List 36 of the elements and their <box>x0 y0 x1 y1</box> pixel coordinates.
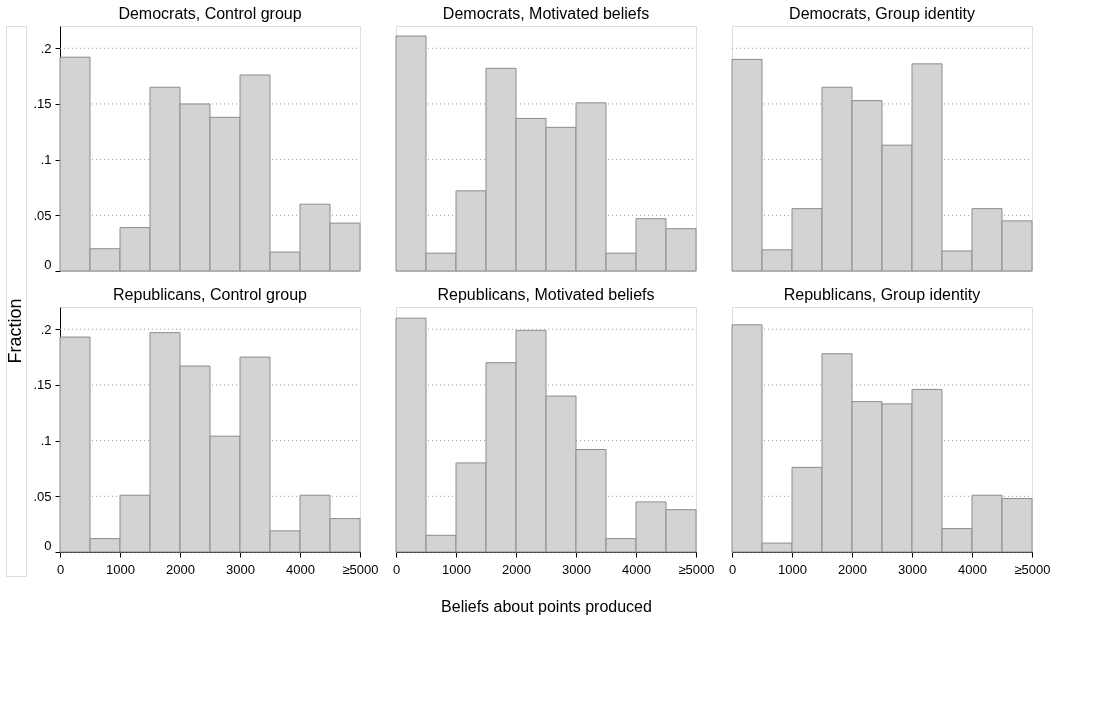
y-tick-label: 0 <box>44 256 52 272</box>
y-tick-label: .15 <box>33 377 52 393</box>
chart-title: Republicans, Group identity <box>783 286 981 303</box>
y-axis-title: Fraction <box>5 298 25 364</box>
chart-title: Republicans, Control group <box>113 286 308 303</box>
x-tick-label: 0 <box>392 561 401 577</box>
x-tick-label: 1000 <box>442 561 471 577</box>
x-tick-label: 4000 <box>622 561 651 577</box>
chart-title: Democrats, Control group <box>118 5 302 22</box>
x-tick-label: 4000 <box>958 561 987 577</box>
y-tick-label: .15 <box>33 96 52 112</box>
x-tick-label: 1000 <box>106 561 135 577</box>
x-tick-label: 2000 <box>166 561 195 577</box>
chart-title: Republicans, Motivated beliefs <box>437 286 655 303</box>
x-tick-label: 3000 <box>562 561 591 577</box>
y-tick-label: .2 <box>40 321 52 337</box>
x-tick-label: 3000 <box>226 561 255 577</box>
y-tick-label: .2 <box>40 40 52 56</box>
y-tick-label: 0 <box>44 537 52 553</box>
y-tick-label: .05 <box>33 207 52 223</box>
chart-title: Democrats, Group identity <box>789 5 975 22</box>
x-tick-label: 2000 <box>502 561 531 577</box>
x-tick-label: ≥5000 <box>678 561 715 577</box>
y-tick-label: .1 <box>40 433 52 449</box>
x-tick-label: ≥5000 <box>342 561 379 577</box>
chart-title: Democrats, Motivated beliefs <box>442 5 650 22</box>
x-tick-label: 0 <box>728 561 737 577</box>
x-axis-title: Beliefs about points produced <box>441 597 652 615</box>
x-tick-label: 4000 <box>286 561 315 577</box>
y-tick-label: .05 <box>33 488 52 504</box>
x-tick-label: 3000 <box>898 561 927 577</box>
y-tick-label: .1 <box>40 152 52 168</box>
x-tick-label: 1000 <box>778 561 807 577</box>
x-tick-label: 0 <box>56 561 65 577</box>
x-tick-label: 2000 <box>838 561 867 577</box>
x-tick-label: ≥5000 <box>1014 561 1051 577</box>
